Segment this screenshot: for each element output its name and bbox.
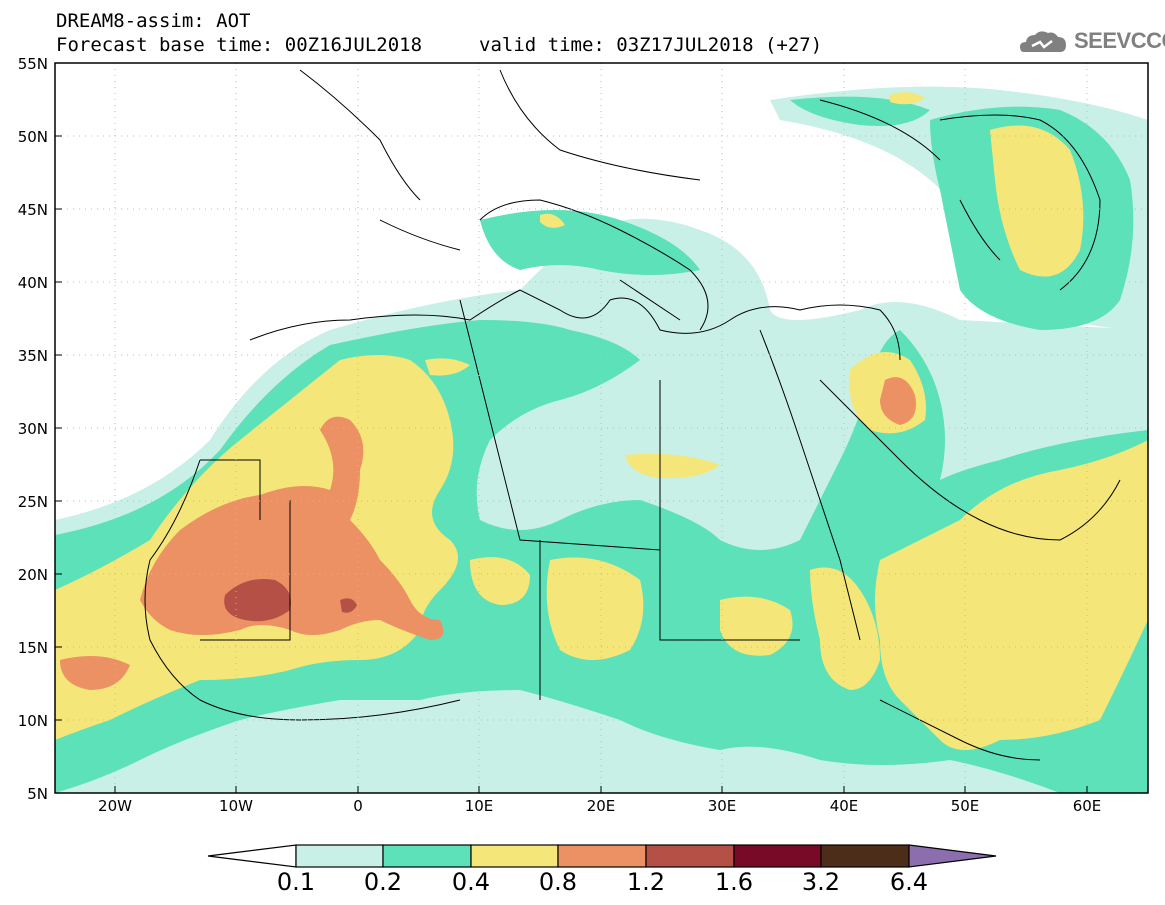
lat-label-20n: 20N [17,566,48,584]
lon-label-30e: 30E [707,797,737,815]
colorbar-label-0.8: 0.8 [538,868,578,896]
lat-label-45n: 45N [17,201,48,219]
lat-label-50n: 50N [17,128,48,146]
map-title: DREAM8-assim: AOT [56,10,251,32]
lon-label-40e: 40E [829,797,859,815]
colorbar-label-0.1: 0.1 [276,868,316,896]
colorbar-label-6.4: 6.4 [889,868,929,896]
lon-label-0: 0 [353,797,363,815]
lat-label-5n: 5N [27,785,48,803]
lon-label-60e: 60E [1072,797,1102,815]
colorbar-label-3.2: 3.2 [801,868,841,896]
colorbar-label-0.2: 0.2 [363,868,403,896]
lat-label-40n: 40N [17,274,48,292]
lat-label-35n: 35N [17,347,48,365]
coastlines-borders [144,69,1121,761]
lat-label-55n: 55N [17,55,48,73]
lon-label-10w: 10W [219,797,253,815]
axis-ticks [55,135,1088,793]
valid-time: valid time: 03Z17JUL2018 (+27) [479,34,823,56]
lon-label-20e: 20E [586,797,616,815]
lon-label-10e: 10E [464,797,494,815]
lat-label-30n: 30N [17,420,48,438]
aot-contour-1.2 [224,579,357,622]
cloud-logo-icon [1020,31,1066,52]
colorbar-label-1.6: 1.6 [714,868,754,896]
lat-label-25n: 25N [17,493,48,511]
graticule [55,63,1148,793]
lat-label-15n: 15N [17,639,48,657]
forecast-base-time: Forecast base time: 00Z16JUL2018 [56,34,423,56]
lat-label-10n: 10N [17,712,48,730]
colorbar-label-1.2: 1.2 [626,868,666,896]
logo-text: SEEVCCC [1074,28,1165,53]
colorbar-label-0.4: 0.4 [451,868,491,896]
lon-label-20w: 20W [98,797,132,815]
aot-contour-0.8 [60,377,916,690]
lon-label-50e: 50E [950,797,980,815]
